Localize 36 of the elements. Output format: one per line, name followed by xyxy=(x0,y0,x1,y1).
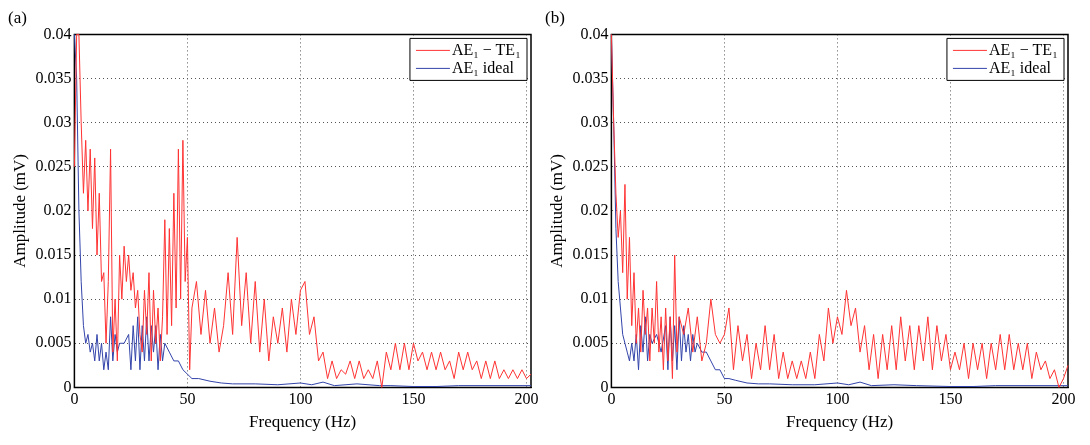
y-tick-label: 0 xyxy=(63,377,72,395)
legend-label: AE₁ − TE₁ xyxy=(451,40,521,58)
x-tick-label: 50 xyxy=(179,390,196,408)
x-tick-label: 200 xyxy=(514,390,539,408)
chart-title: (a) xyxy=(8,7,27,27)
y-tick-label: 0.03 xyxy=(580,112,609,130)
x-tick-label: 150 xyxy=(938,390,963,408)
y-tick-label: 0.03 xyxy=(43,112,72,130)
legend-label: AE₁ ideal xyxy=(988,58,1052,76)
y-tick-label: 0.04 xyxy=(43,24,72,42)
y-tick-label: 0.015 xyxy=(572,245,609,263)
y-tick-label: 0.005 xyxy=(572,333,609,351)
chart-title: (b) xyxy=(545,7,565,27)
y-tick-label: 0.01 xyxy=(580,289,609,307)
y-tick-label: 0 xyxy=(600,377,609,395)
x-tick-label: 150 xyxy=(401,390,426,408)
y-tick-label: 0.035 xyxy=(35,68,72,86)
x-axis-title: Frequency (Hz) xyxy=(249,412,357,432)
y-tick-label: 0.005 xyxy=(35,333,72,351)
x-tick-label: 100 xyxy=(825,390,850,408)
y-tick-label: 0.01 xyxy=(43,289,72,307)
legend-label: AE₁ ideal xyxy=(451,58,515,76)
y-axis-title: Amplitude (mV) xyxy=(546,154,566,268)
y-tick-label: 0.025 xyxy=(35,156,72,174)
x-tick-label: 100 xyxy=(288,390,313,408)
x-tick-label: 200 xyxy=(1051,390,1076,408)
y-tick-label: 0.035 xyxy=(572,68,609,86)
y-tick-label: 0.04 xyxy=(580,24,609,42)
y-tick-label: 0.02 xyxy=(43,201,72,219)
y-axis-title: Amplitude (mV) xyxy=(9,154,29,268)
y-tick-label: 0.025 xyxy=(572,156,609,174)
legend-label: AE₁ − TE₁ xyxy=(988,40,1058,58)
x-tick-label: 50 xyxy=(716,390,733,408)
x-axis-title: Frequency (Hz) xyxy=(786,412,894,432)
y-tick-label: 0.02 xyxy=(580,201,609,219)
y-tick-label: 0.015 xyxy=(35,245,72,263)
